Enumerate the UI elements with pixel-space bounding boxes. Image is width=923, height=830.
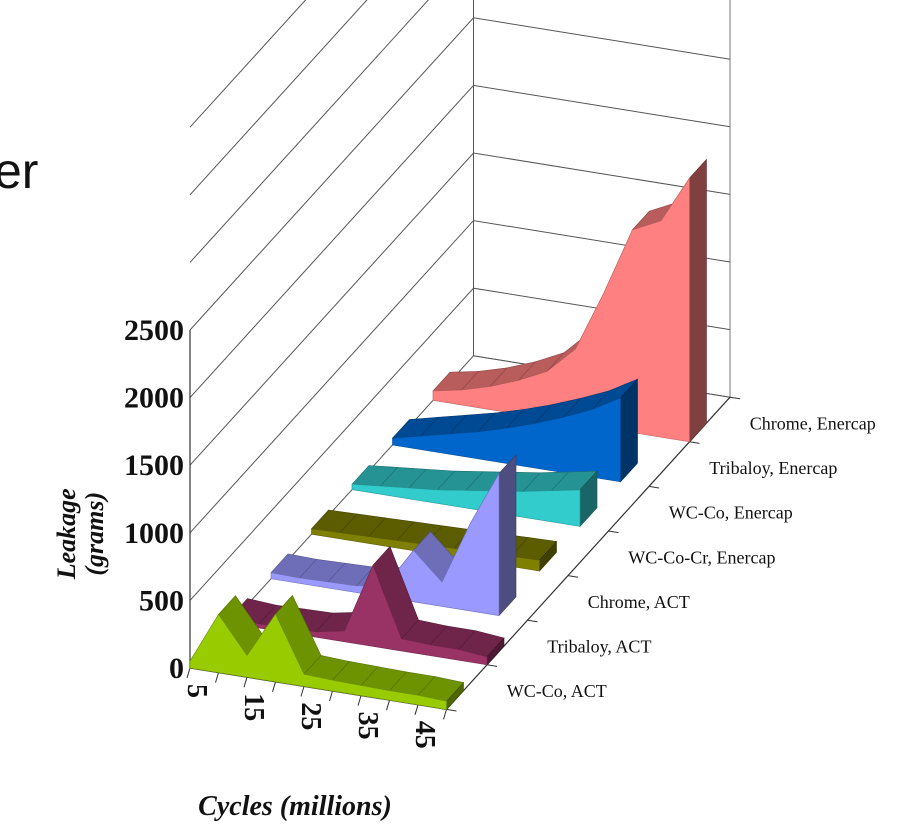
y-tick-label: 2500 <box>124 314 184 347</box>
x-tick-label: 45 <box>409 721 440 749</box>
x-tick-label: 5 <box>181 684 212 698</box>
x-tick-label: 25 <box>295 702 326 730</box>
y-tick-label: 500 <box>139 584 184 617</box>
depth-labels: WC-Co, ACT Tribaloy, ACT Chrome, ACT WC-Co-… <box>507 414 876 702</box>
depth-label: Tribaloy, Enercap <box>709 458 837 478</box>
x-tick <box>386 700 390 711</box>
x-tick-labels: 5 15 25 35 45 <box>181 684 440 749</box>
x-tick <box>443 709 447 720</box>
x-tick <box>329 690 333 702</box>
depth-tick <box>689 441 700 444</box>
depth-tick <box>527 619 538 623</box>
series-wc-co-act <box>189 594 465 711</box>
depth-tick <box>486 664 498 667</box>
y-tick-label: 0 <box>169 652 184 685</box>
x-tick <box>272 681 276 692</box>
series-tribaloy-enercap <box>391 378 638 483</box>
depth-label: Tribaloy, ACT <box>547 637 651 657</box>
ribbon-front-face <box>189 613 447 710</box>
ribbon-end-cap <box>498 454 517 617</box>
x-tick <box>300 686 305 697</box>
gridline <box>189 0 368 196</box>
y-tick-label: 2000 <box>124 382 184 415</box>
x-tick <box>414 704 419 715</box>
depth-tick <box>567 575 579 578</box>
depth-tick <box>446 708 457 712</box>
depth-label: WC-Co, Enercap <box>669 503 793 523</box>
slide-title-fragment: er <box>0 143 39 199</box>
ribbon-front-face <box>230 564 488 666</box>
depth-tick <box>729 396 741 400</box>
x-tick <box>215 672 219 683</box>
x-tick-label: 15 <box>238 693 269 721</box>
ribbon-front-face <box>432 177 690 443</box>
x-tick <box>243 677 248 688</box>
ribbon-end-cap <box>689 158 707 443</box>
gridline <box>189 0 429 263</box>
depth-label: WC-Co, ACT <box>507 681 607 701</box>
x-tick <box>186 667 191 679</box>
series-chrome-enercap <box>432 158 707 443</box>
series-ribbons <box>189 158 707 711</box>
series-wc-co-enercap <box>351 465 598 528</box>
ribbon-front-face <box>392 397 621 483</box>
x-tick-label: 35 <box>352 712 383 740</box>
depth-label: WC-Co-Cr, Enercap <box>628 547 775 567</box>
depth-label: Chrome, Enercap <box>750 414 876 434</box>
x-tick <box>357 695 362 706</box>
depth-tick <box>608 530 619 534</box>
x-axis-title: Cycles (millions) <box>198 791 392 822</box>
depth-label: Chrome, ACT <box>588 592 690 612</box>
y-tick-label: 1000 <box>124 517 184 550</box>
ribbon-front-face <box>351 483 581 527</box>
gridline <box>189 0 307 128</box>
y-axis-title: Leakage(grams) <box>52 488 109 580</box>
depth-tick <box>648 485 660 489</box>
y-tick-label: 1500 <box>124 449 184 482</box>
y-tick-labels: 0 500 1000 1500 2000 2500 <box>124 314 184 685</box>
